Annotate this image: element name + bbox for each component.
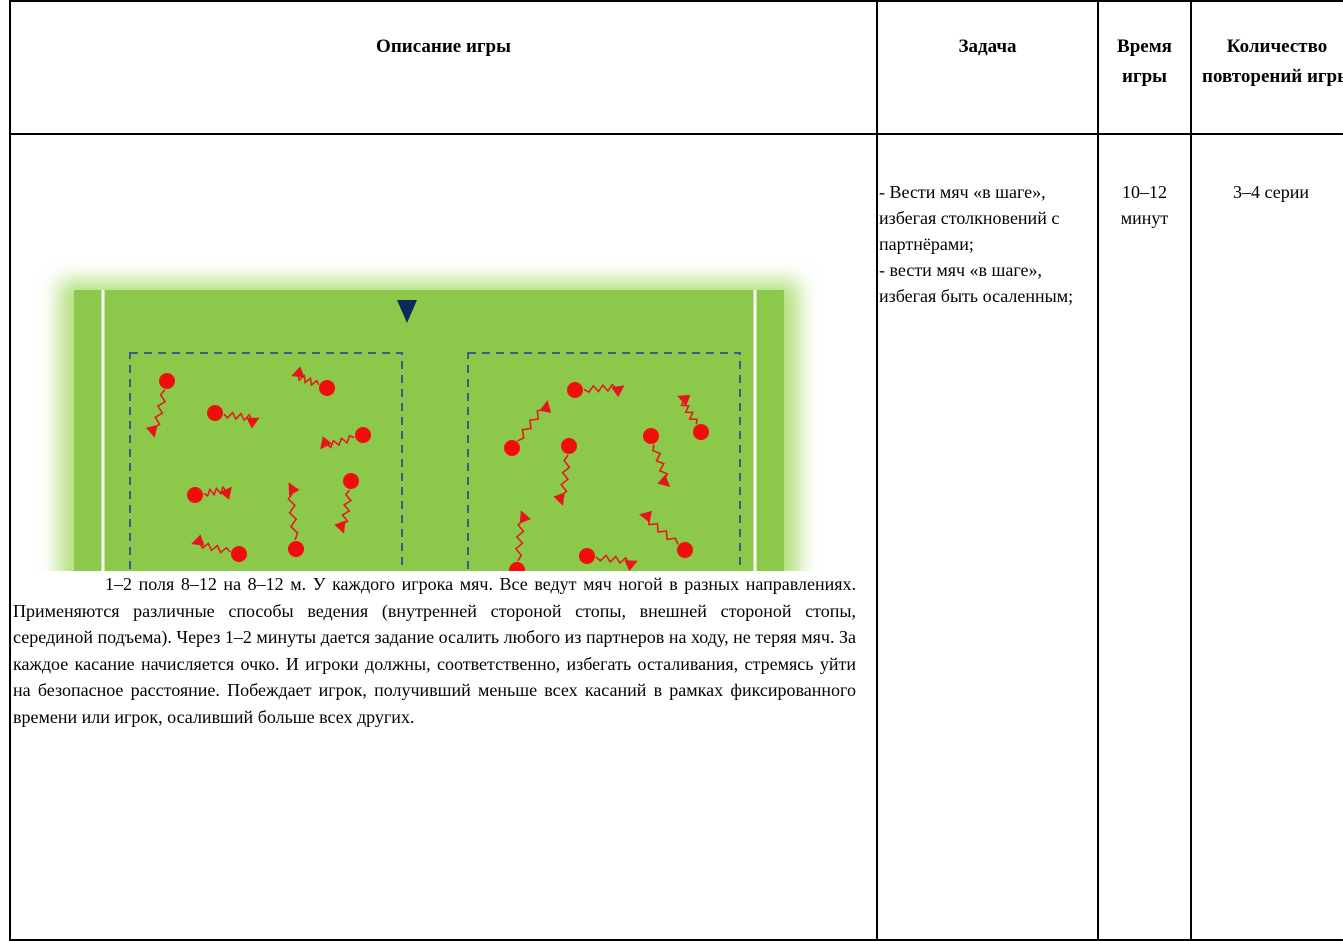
description-text: 1–2 поля 8–12 на 8–12 м. У каждого игрок… [13,574,856,727]
time-cell: 10–12 минут [1097,133,1192,941]
player [231,546,247,562]
zone [129,352,403,571]
repetitions-text: 3–4 серии [1233,182,1309,202]
player [207,405,223,421]
time-text: 10–12 минут [1120,182,1169,228]
header-cell: Описание игры [9,0,878,135]
players [145,366,709,571]
header-row: Описание игры Задача Время игры Количест… [9,0,1343,135]
task-item: - Вести мяч «в шаге», избегая столкновен… [879,182,1060,254]
description-cell: 1–2 поля 8–12 на 8–12 м. У каждого игрок… [9,133,878,941]
player [579,548,595,564]
dribble-path [517,400,552,442]
header-cell: Время игры [1097,0,1192,135]
player [159,373,175,389]
header-cell: Задача [876,0,1099,135]
zone [467,352,741,571]
repetitions-cell: 3–4 серии [1190,133,1343,941]
dribble-path [203,485,232,500]
player [567,382,583,398]
dribble-path [583,383,625,398]
player [355,427,371,443]
player [509,562,525,571]
header-cell: Количество повторений игры [1190,0,1343,135]
page: Описание игры Задача Время игры Количест… [9,0,1343,941]
player [561,438,577,454]
dribble-path [652,444,671,487]
player [288,541,304,557]
dribble-path [595,554,638,571]
dribble-path [145,389,167,438]
dribble-path [639,510,679,545]
dribble-path [334,489,353,534]
field-diagram [59,280,799,571]
dribble-path [514,510,531,562]
player [343,473,359,489]
player [187,487,203,503]
dribble-path [191,534,231,554]
cone [397,300,417,323]
dribble-path [677,394,698,425]
dribble-path [553,454,571,506]
player [643,428,659,444]
dribble-path [287,482,300,541]
dribble-path [320,434,355,450]
task-cell: - Вести мяч «в шаге», избегая столкновен… [876,133,1099,941]
dribble-path [223,411,260,429]
dribble-path [291,366,320,387]
player [677,542,693,558]
player [693,424,709,440]
exercise-table: Описание игры Задача Время игры Количест… [9,0,1343,941]
player [504,440,520,456]
task-item: - вести мяч «в шаге», избегая быть осале… [879,260,1074,306]
player [319,380,335,396]
field [74,290,784,571]
body-row: 1–2 поля 8–12 на 8–12 м. У каждого игрок… [9,133,1343,941]
